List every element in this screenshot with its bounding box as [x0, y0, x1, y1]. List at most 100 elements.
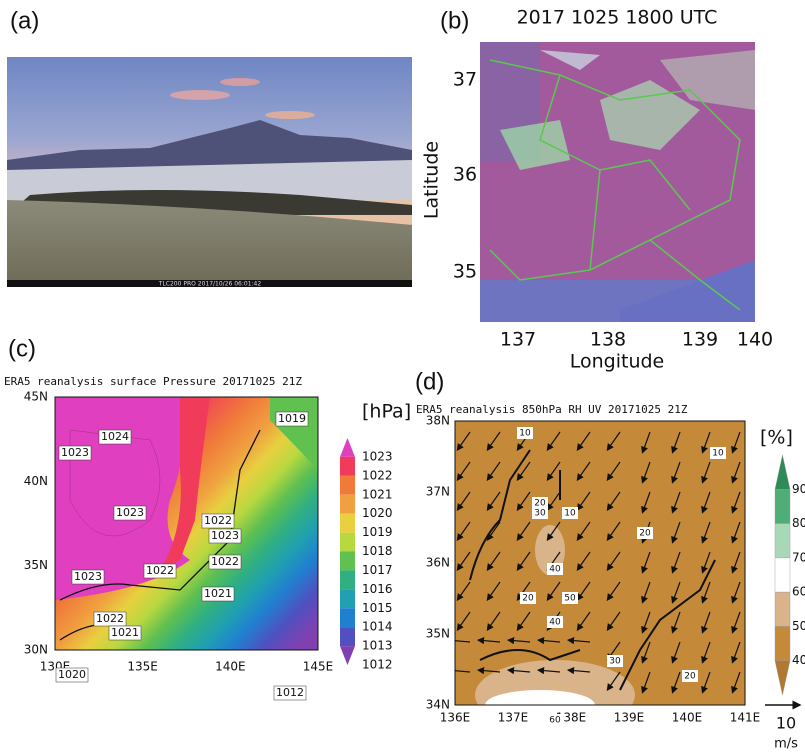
contour-label: 1023 — [74, 570, 102, 583]
contour-label: 20 — [522, 594, 534, 604]
y-tick-label: 38N — [426, 414, 450, 428]
panel-title: ERA5 reanalysis surface Pressure 2017102… — [4, 375, 302, 388]
colorbar-label: 40 — [792, 653, 805, 667]
colorbar-swatch — [340, 533, 355, 552]
contour-label: 1022 — [146, 564, 174, 577]
colorbar-label: 70 — [792, 550, 805, 564]
colorbar-swatch — [775, 661, 790, 695]
rh-field — [448, 421, 745, 730]
colorbar-swatch — [340, 646, 355, 665]
colorbar-label: 60 — [792, 585, 805, 599]
colorbar-swatch — [340, 552, 355, 571]
colorbar-swatch — [340, 495, 355, 514]
contour-label: 1023 — [61, 446, 89, 459]
colorbar-swatch — [775, 626, 790, 660]
panel-title: ERA5 reanalysis 850hPa RH UV 20171025 21… — [416, 403, 688, 416]
contour-label: 60 — [549, 716, 561, 726]
colorbar-label: 1013 — [362, 639, 393, 653]
figure: (a) TLC200 PRO 2017/10/26 06:01:42 (b) 2… — [0, 0, 805, 753]
colorbar-label: 1016 — [362, 582, 393, 596]
contour-label: 1022 — [204, 514, 232, 527]
x-tick-label: 135E — [127, 660, 158, 674]
contour-label: 10 — [564, 509, 576, 519]
contour-label: 40 — [549, 565, 561, 575]
panel-title: 2017 1025 1800 UTC — [517, 7, 718, 29]
x-tick-label: 141E — [730, 711, 761, 725]
colorbar-swatch — [775, 524, 790, 558]
y-tick-label: 36 — [453, 164, 477, 186]
y-tick-label: 45N — [24, 390, 48, 404]
colorbar-label: 1018 — [362, 544, 393, 558]
colorbar-swatch — [340, 627, 355, 646]
y-tick-label: 37 — [453, 69, 477, 91]
wind-unit: m/s — [774, 737, 798, 752]
y-tick-label: 34N — [426, 698, 450, 712]
colorbar-swatch — [775, 592, 790, 626]
contour-label: 30 — [534, 509, 546, 519]
colorbar-label: 1012 — [362, 658, 393, 672]
contour-label: 1023 — [211, 529, 239, 542]
x-tick-label: 140E — [672, 711, 703, 725]
colorbar-label: 50 — [792, 619, 805, 633]
colorbar-unit: [%] — [760, 427, 793, 449]
colorbar-swatch — [775, 455, 790, 489]
x-tick-label: 137 — [500, 329, 536, 351]
colorbar-label: 1019 — [362, 525, 393, 539]
contour-label: 10 — [519, 429, 531, 439]
colorbar-label: 1014 — [362, 620, 393, 634]
colorbar-label: 1021 — [362, 487, 393, 501]
x-tick-label: 138 — [590, 329, 626, 351]
contour-label: 50 — [564, 594, 576, 604]
colorbar-swatch — [775, 489, 790, 523]
colorbar-swatch — [340, 457, 355, 476]
contour-label: 1020 — [58, 668, 86, 681]
y-tick-label: 35N — [24, 558, 48, 572]
x-tick-label: 140E — [215, 660, 246, 674]
colorbar-swatch — [340, 438, 355, 457]
colorbar-label: 1022 — [362, 468, 393, 482]
colorbar-unit: [hPa] — [362, 401, 411, 423]
contour-label: 1022 — [211, 555, 239, 568]
wind-reference: 10 — [776, 714, 796, 733]
x-tick-label: 139 — [682, 329, 718, 351]
contour-label: 30 — [609, 657, 621, 667]
x-tick-label: 136E — [440, 711, 471, 725]
x-tick-label: 139E — [614, 711, 645, 725]
colorbar-label: 1015 — [362, 601, 393, 615]
colorbar-label: 80 — [792, 516, 805, 530]
panel-label: (a) — [10, 7, 39, 34]
y-tick-label: 35 — [453, 261, 477, 283]
panel-label: (c) — [8, 335, 36, 362]
y-tick-label: 30N — [24, 643, 48, 657]
contour-label: 1021 — [204, 587, 232, 600]
x-tick-label: 145E — [303, 660, 334, 674]
colorbar-label: 1020 — [362, 506, 393, 520]
photo-caption: TLC200 PRO 2017/10/26 06:01:42 — [158, 281, 262, 288]
colorbar-swatch — [340, 589, 355, 608]
y-tick-label: 36N — [426, 556, 450, 570]
panel-label: (d) — [415, 368, 444, 395]
x-tick-label: 140 — [737, 329, 773, 351]
colorbar-label: 90 — [792, 482, 805, 496]
colorbar-label: 1023 — [362, 449, 393, 463]
colorbar-swatch — [340, 514, 355, 533]
contour-label: 1021 — [111, 626, 139, 639]
y-tick-label: 35N — [426, 627, 450, 641]
y-axis-label: Latitude — [421, 141, 443, 219]
contour-label: 1019 — [278, 412, 306, 425]
contour-label: 1012 — [276, 686, 304, 699]
contour-label: 40 — [549, 618, 561, 628]
x-tick-label: 137E — [498, 711, 529, 725]
contour-label: 20 — [639, 529, 651, 539]
y-tick-label: 40N — [24, 474, 48, 488]
satellite-image — [480, 42, 755, 322]
photo — [7, 57, 412, 287]
colorbar-swatch — [340, 570, 355, 589]
colorbar-label: 1017 — [362, 563, 393, 577]
colorbar-swatch — [340, 608, 355, 627]
contour-label: 1024 — [101, 430, 129, 443]
contour-label: 20 — [684, 672, 696, 682]
colorbar-swatch — [340, 476, 355, 495]
contour-label: 1022 — [96, 612, 124, 625]
colorbar-swatch — [775, 558, 790, 592]
